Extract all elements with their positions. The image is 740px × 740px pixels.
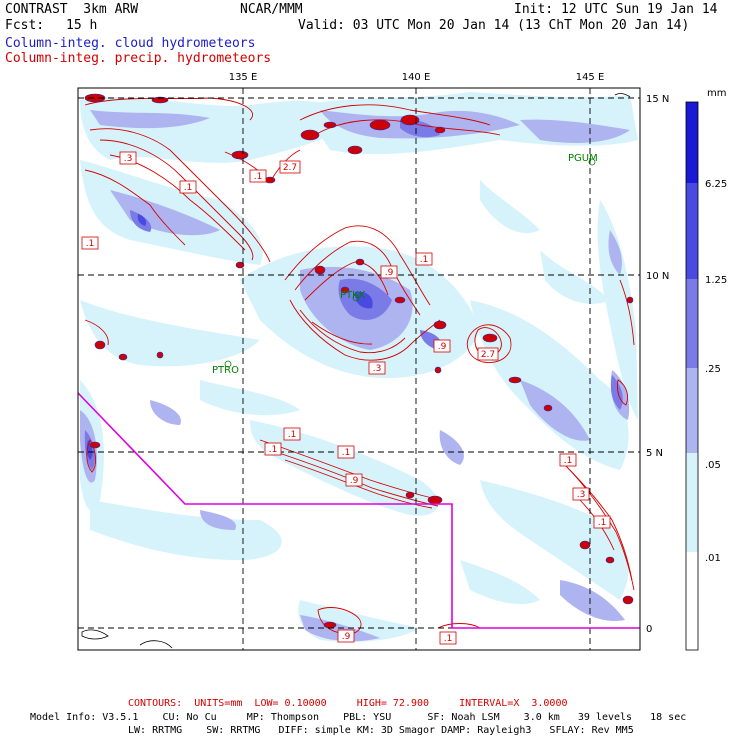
- svg-text:2.7: 2.7: [481, 350, 495, 360]
- valid-time: Valid: 03 UTC Mon 20 Jan 14 (13 ChT Mon …: [298, 18, 690, 33]
- colorbar-level-label: .05: [705, 460, 721, 471]
- svg-text:.1: .1: [269, 445, 278, 455]
- svg-text:.1: .1: [342, 448, 351, 458]
- colorbar-band: [686, 552, 698, 650]
- colorbar-frame: [685, 101, 699, 651]
- svg-text:.9: .9: [350, 476, 359, 486]
- svg-text:.1: .1: [564, 456, 573, 466]
- svg-text:.1: .1: [444, 634, 453, 644]
- colorbar-level-label: 6.25: [705, 179, 727, 190]
- colorbar-level-label: 1.25: [705, 275, 727, 286]
- lon-label-135: 135 E: [229, 72, 258, 83]
- svg-text:.1: .1: [184, 183, 193, 193]
- colorbar-band: [686, 453, 698, 552]
- station-ptkk: PTKK: [340, 290, 366, 302]
- station-ptro: PTRO: [212, 360, 239, 376]
- contour-label: .9: [337, 629, 355, 643]
- colorbar: mm 6.25 1.25 .25 .05 .01: [685, 88, 727, 651]
- svg-text:.3: .3: [124, 154, 133, 164]
- precip-cores: [84, 93, 634, 629]
- contour-info: CONTOURS: UNITS=mm LOW= 0.10000 HIGH= 72…: [128, 698, 568, 709]
- contour-label: .9: [380, 265, 398, 279]
- lat-label-10n: 10 N: [646, 271, 669, 282]
- center-name: NCAR/MMM: [240, 2, 303, 17]
- colorbar-level-label: .01: [705, 553, 721, 564]
- forecast-label: Fcst:: [5, 18, 45, 33]
- svg-text:2.7: 2.7: [283, 163, 297, 173]
- forecast-hours: 15 h: [66, 18, 98, 33]
- contour-label: .1: [415, 252, 433, 266]
- svg-text:.1: .1: [288, 430, 297, 440]
- boundary-line: [77, 392, 640, 629]
- svg-text:PTRO: PTRO: [212, 365, 239, 376]
- contour-label: .1: [249, 169, 267, 183]
- svg-text:PGUM: PGUM: [568, 153, 598, 164]
- contour-label: .9: [345, 473, 363, 487]
- svg-text:.1: .1: [420, 255, 429, 265]
- contour-label: .1: [179, 180, 197, 194]
- lat-lon-grid: [78, 88, 640, 650]
- precip-contours: [84, 97, 635, 635]
- station-pgum: PGUM: [568, 153, 598, 166]
- contour-label: .1: [337, 445, 355, 459]
- svg-text:.9: .9: [385, 268, 394, 278]
- lat-label-15n: 15 N: [646, 94, 669, 105]
- model-title: CONTRAST 3km ARW: [5, 2, 139, 17]
- contour-label: .1: [81, 236, 99, 250]
- lon-label-140: 140 E: [402, 72, 431, 83]
- contour-label: .1: [283, 427, 301, 441]
- svg-text:.9: .9: [438, 342, 447, 352]
- shading-layer: [80, 92, 638, 642]
- svg-text:.3: .3: [373, 364, 382, 374]
- contour-label: .3: [119, 151, 137, 165]
- colorbar-band: [686, 368, 698, 453]
- colorbar-level-label: .25: [705, 364, 721, 375]
- svg-text:.1: .1: [598, 518, 607, 528]
- contour-label: 2.7: [279, 160, 301, 174]
- colorbar-unit: mm: [707, 88, 726, 99]
- contour-label: 2.7: [477, 347, 499, 361]
- svg-text:.3: .3: [577, 490, 586, 500]
- lat-label-5n: 5 N: [646, 448, 663, 459]
- lon-label-145: 145 E: [576, 72, 605, 83]
- svg-text:.1: .1: [254, 172, 263, 182]
- svg-text:PTKK: PTKK: [340, 290, 366, 301]
- contour-label: .3: [368, 361, 386, 375]
- field-cloud-label: Column-integ. cloud hydrometeors: [5, 36, 256, 51]
- model-info-line2: LW: RRTMG SW: RRTMG DIFF: simple KM: 3D …: [128, 725, 634, 736]
- contour-label: .1: [264, 442, 282, 456]
- svg-text:.1: .1: [86, 239, 95, 249]
- model-info-line1: Model Info: V3.5.1 CU: No Cu MP: Thompso…: [30, 712, 687, 723]
- field-precip-label: Column-integ. precip. hydrometeors: [5, 51, 272, 66]
- lat-label-0: 0: [646, 624, 652, 635]
- colorbar-band: [686, 279, 698, 368]
- contour-label: .9: [433, 339, 451, 353]
- colorbar-band: [686, 102, 698, 183]
- colorbar-band: [686, 183, 698, 279]
- contour-label: .1: [439, 631, 457, 645]
- init-time: Init: 12 UTC Sun 19 Jan 14: [514, 2, 718, 17]
- coastlines: [81, 93, 631, 649]
- map-frame: [77, 87, 641, 651]
- contour-label-group: .3 .1 .1 .1 2.7 .1 .9 .3 .9 2.7 .1 .1 .1…: [81, 151, 611, 645]
- contour-label: .1: [593, 515, 611, 529]
- contour-label: .1: [559, 453, 577, 467]
- contour-label: .3: [572, 487, 590, 501]
- svg-text:.9: .9: [342, 632, 351, 642]
